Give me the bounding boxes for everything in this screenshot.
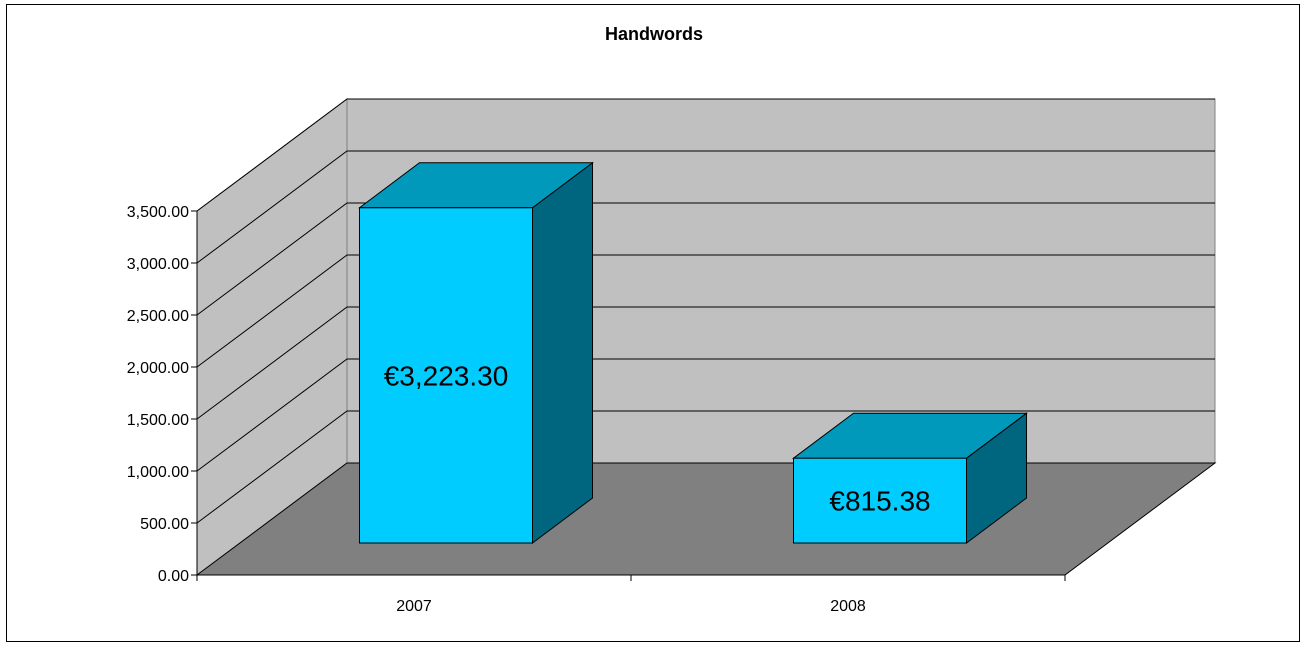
bar-front-2008	[793, 457, 967, 544]
bar-front-2007	[359, 207, 533, 544]
y-tick-label-0: 0.00	[158, 568, 189, 585]
x-tick-label-2007: 2007	[396, 598, 432, 615]
gridline-3	[196, 306, 1215, 420]
gridline-7	[196, 98, 1215, 212]
gridline-1	[196, 410, 1215, 524]
gridline-6	[196, 150, 1215, 264]
chart-labels: 0.00 500.00 1,000.00 1,500.00 2,000.00 2,500.…	[127, 204, 931, 615]
y-tick-label-5: 2,500.00	[127, 308, 189, 325]
y-tick-label-2: 1,000.00	[127, 464, 189, 481]
chart-gridlines	[196, 98, 1215, 524]
y-tick-label-6: 3,000.00	[127, 256, 189, 273]
bar-side-2007	[532, 161, 593, 544]
chart-walls	[195, 98, 1217, 576]
bar-2008	[792, 412, 1028, 544]
gridline-2	[196, 358, 1215, 472]
x-tick-label-2008: 2008	[830, 598, 866, 615]
gridline-4	[196, 254, 1215, 368]
y-tick-label-7: 3,500.00	[127, 204, 189, 221]
y-tick-label-4: 2,000.00	[127, 360, 189, 377]
gridline-5	[196, 202, 1215, 316]
data-label-2007: €3,223.30	[384, 360, 509, 391]
chart-axes	[191, 210, 1066, 581]
floor	[195, 462, 1217, 576]
chart-title: Handwords	[604, 24, 703, 44]
y-tick-label-3: 1,500.00	[127, 412, 189, 429]
y-tick-label-1: 500.00	[140, 516, 189, 533]
data-label-2008: €815.38	[829, 486, 930, 517]
chart-bars	[358, 161, 1028, 544]
bar-2007	[358, 161, 594, 544]
